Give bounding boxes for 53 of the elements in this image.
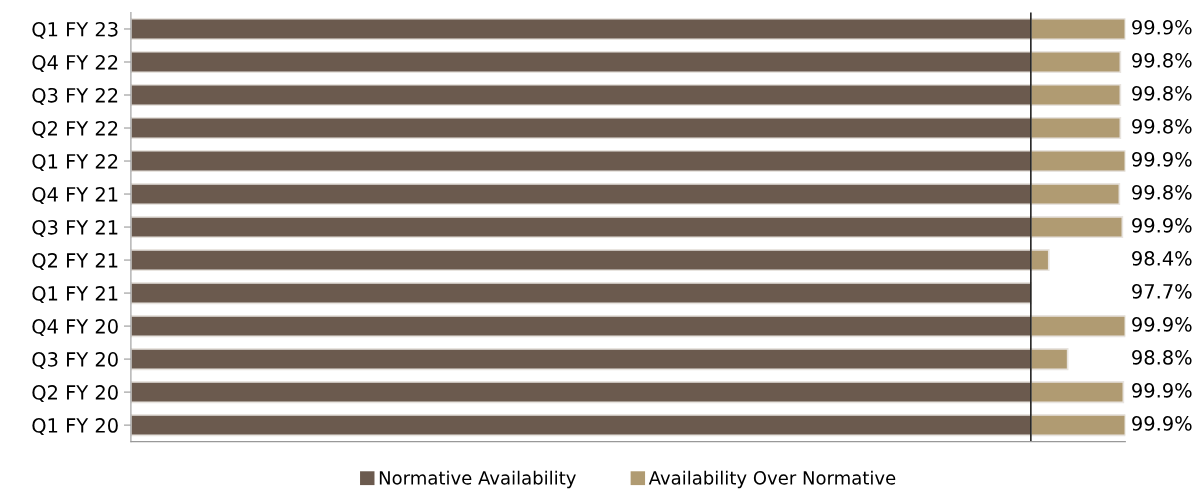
text: 99.9% — [1132, 383, 1192, 398]
bar — [130, 149, 1032, 173]
bar — [130, 281, 1032, 305]
bar — [1030, 381, 1125, 404]
y-tick-label: Q1 FY 21 — [32, 286, 118, 303]
text: 99.8% — [1132, 52, 1192, 68]
y-tick-label: Q2 FY 22 — [32, 120, 118, 138]
bar — [1030, 149, 1126, 173]
text: 99.8% — [1132, 184, 1192, 200]
text: 98.4% — [1132, 250, 1192, 266]
bar — [130, 348, 1032, 371]
text: 99.9% — [1132, 151, 1192, 167]
y-tick-label: Q1 FY 22 — [32, 153, 118, 171]
y-tick-label: Q2 FY 21 — [32, 253, 118, 270]
y-tick-label: Q1 FY 20 — [32, 418, 118, 435]
bar — [1030, 182, 1121, 206]
y-tick-label: Q3 FY 22 — [32, 87, 118, 105]
bar — [130, 215, 1032, 239]
text: 98.8% — [1132, 350, 1192, 365]
bar — [1030, 50, 1122, 74]
bar — [1030, 414, 1126, 437]
bar — [1030, 83, 1122, 107]
text: 99.9% — [1132, 317, 1192, 332]
bar — [130, 116, 1032, 140]
bar — [130, 381, 1032, 404]
text: 99.9% — [1132, 217, 1192, 233]
bar — [1030, 116, 1122, 140]
y-tick-label: Q3 FY 21 — [32, 220, 118, 237]
bar — [1030, 315, 1126, 338]
y-tick-label: Q4 FY 22 — [32, 54, 118, 72]
y-tick-label: Q2 FY 20 — [32, 385, 118, 402]
bar — [1030, 17, 1126, 41]
bar — [130, 17, 1032, 41]
y-tick-label: Q3 FY 20 — [32, 352, 118, 369]
bar — [130, 315, 1032, 338]
text: 99.8% — [1132, 85, 1192, 101]
bar — [130, 50, 1032, 74]
bar — [1030, 248, 1050, 272]
legend-label: Availability Over Normative — [648, 470, 896, 489]
bar — [130, 248, 1032, 272]
y-tick-label: Q4 FY 21 — [32, 186, 118, 204]
bar — [1030, 348, 1069, 371]
text: 99.8% — [1132, 118, 1192, 134]
y-tick-label: Q4 FY 20 — [32, 319, 118, 336]
bar — [130, 414, 1032, 437]
text: 99.9% — [1132, 19, 1192, 35]
series-label: Normative Availability — [379, 470, 576, 489]
bar — [130, 83, 1032, 107]
bar — [1030, 215, 1124, 239]
text: 97.7% — [1132, 284, 1192, 299]
y-tick-label: Q1 FY 23 — [32, 21, 118, 39]
text: 99.9% — [1132, 416, 1192, 431]
bar — [130, 182, 1032, 206]
